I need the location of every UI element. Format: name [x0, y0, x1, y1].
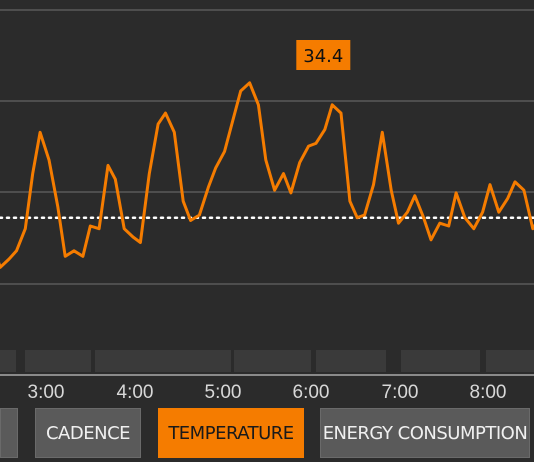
time-tick-label: 7:00 [381, 382, 419, 403]
time-tick-label: 6:00 [292, 382, 330, 403]
time-tick-label: 5:00 [204, 382, 242, 403]
time-tick-label: 8:00 [469, 382, 507, 403]
timeline-segment [234, 350, 311, 372]
time-tick-label: 3:00 [27, 382, 65, 403]
timeline-strip[interactable] [0, 350, 534, 372]
timeline-segment [401, 350, 480, 372]
tab-cadence[interactable]: CADENCE [35, 408, 141, 458]
tab-previous[interactable] [0, 408, 18, 458]
metric-tab-bar: CADENCE TEMPERATURE ENERGY CONSUMPTION [0, 408, 534, 462]
max-value-label-box [296, 40, 351, 70]
max-value-label-text: 34.4 [303, 46, 343, 67]
tab-temperature[interactable]: TEMPERATURE [158, 408, 304, 458]
time-axis: 3:00 4:00 5:00 6:00 7:00 8:00 [0, 374, 534, 408]
tab-energy-consumption[interactable]: ENERGY CONSUMPTION [320, 408, 530, 458]
timeline-segment [95, 350, 231, 372]
timeline-segment [486, 350, 534, 372]
time-tick-label: 4:00 [116, 382, 154, 403]
temperature-chart: 34.4 [0, 9, 534, 285]
temperature-series-line [0, 81, 534, 269]
timeline-segment [316, 350, 386, 372]
timeline-segment [0, 350, 16, 372]
max-value-label: 34.4 [296, 40, 351, 70]
chart-svg: 34.4 [0, 9, 534, 285]
timeline-segment [25, 350, 91, 372]
